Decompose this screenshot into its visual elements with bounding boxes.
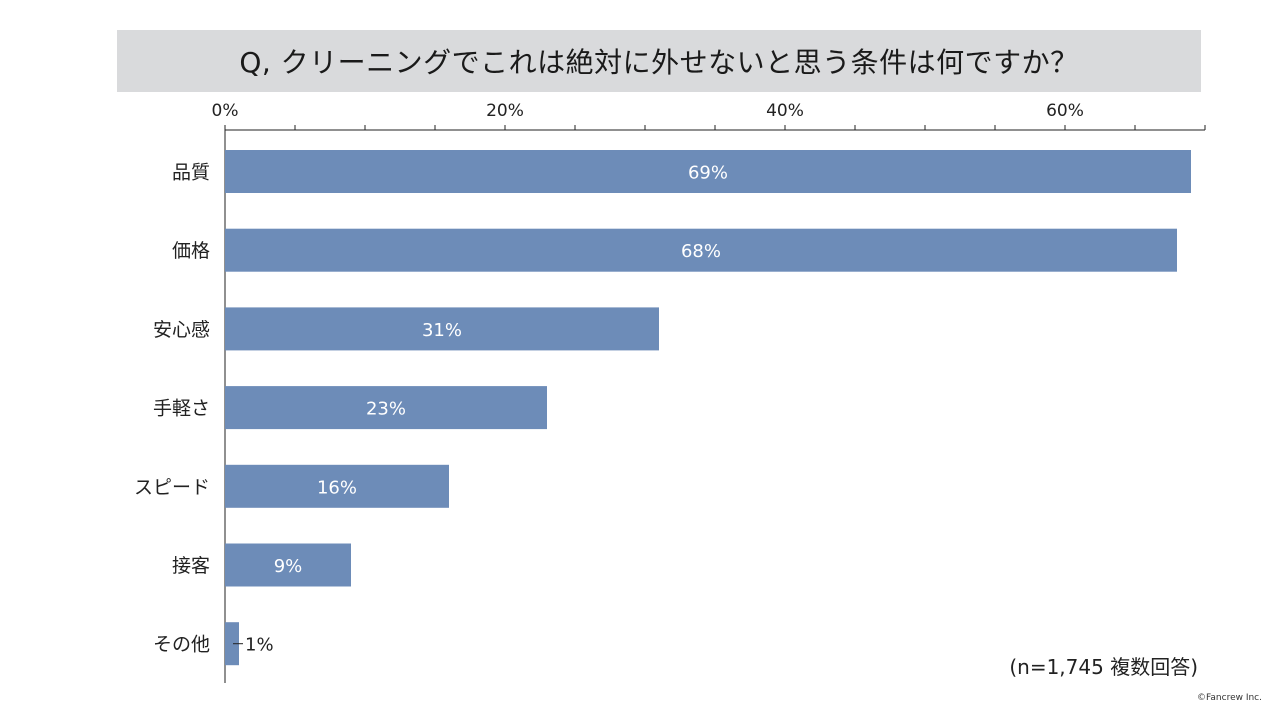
bar xyxy=(225,464,449,508)
category-label: その他 xyxy=(153,634,210,656)
sample-size-note: (n=1,745 複数回答) xyxy=(1009,655,1198,679)
x-tick-label: 20% xyxy=(486,101,524,121)
bar xyxy=(225,150,1191,193)
chart-title-bar: Q, クリーニングでこれは絶対に外せないと思う条件は何ですか？ xyxy=(117,30,1201,92)
data-label: 68% xyxy=(681,241,721,262)
bar xyxy=(225,543,351,587)
bar xyxy=(225,228,1177,272)
x-tick-label: 0% xyxy=(212,101,239,121)
category-label: 手軽さ xyxy=(153,398,210,420)
x-tick-label: 40% xyxy=(766,101,804,121)
x-tick-label: 60% xyxy=(1046,101,1084,121)
category-label: 安心感 xyxy=(153,319,210,341)
data-label: 69% xyxy=(688,163,728,184)
bar xyxy=(225,307,659,351)
category-label: 接客 xyxy=(172,555,210,577)
category-label: 品質 xyxy=(172,162,210,184)
copyright-text: ©Fancrew Inc. xyxy=(1197,693,1262,703)
category-label: スピード xyxy=(134,476,210,498)
data-label: 9% xyxy=(274,556,303,577)
bar xyxy=(225,622,239,666)
data-label: 16% xyxy=(317,477,357,498)
data-label: 23% xyxy=(366,399,406,420)
data-label: 1% xyxy=(245,635,274,656)
data-label: 31% xyxy=(422,320,462,341)
chart-title: Q, クリーニングでこれは絶対に外せないと思う条件は何ですか？ xyxy=(239,46,1079,79)
category-label: 価格 xyxy=(172,240,210,262)
bar xyxy=(225,386,547,430)
